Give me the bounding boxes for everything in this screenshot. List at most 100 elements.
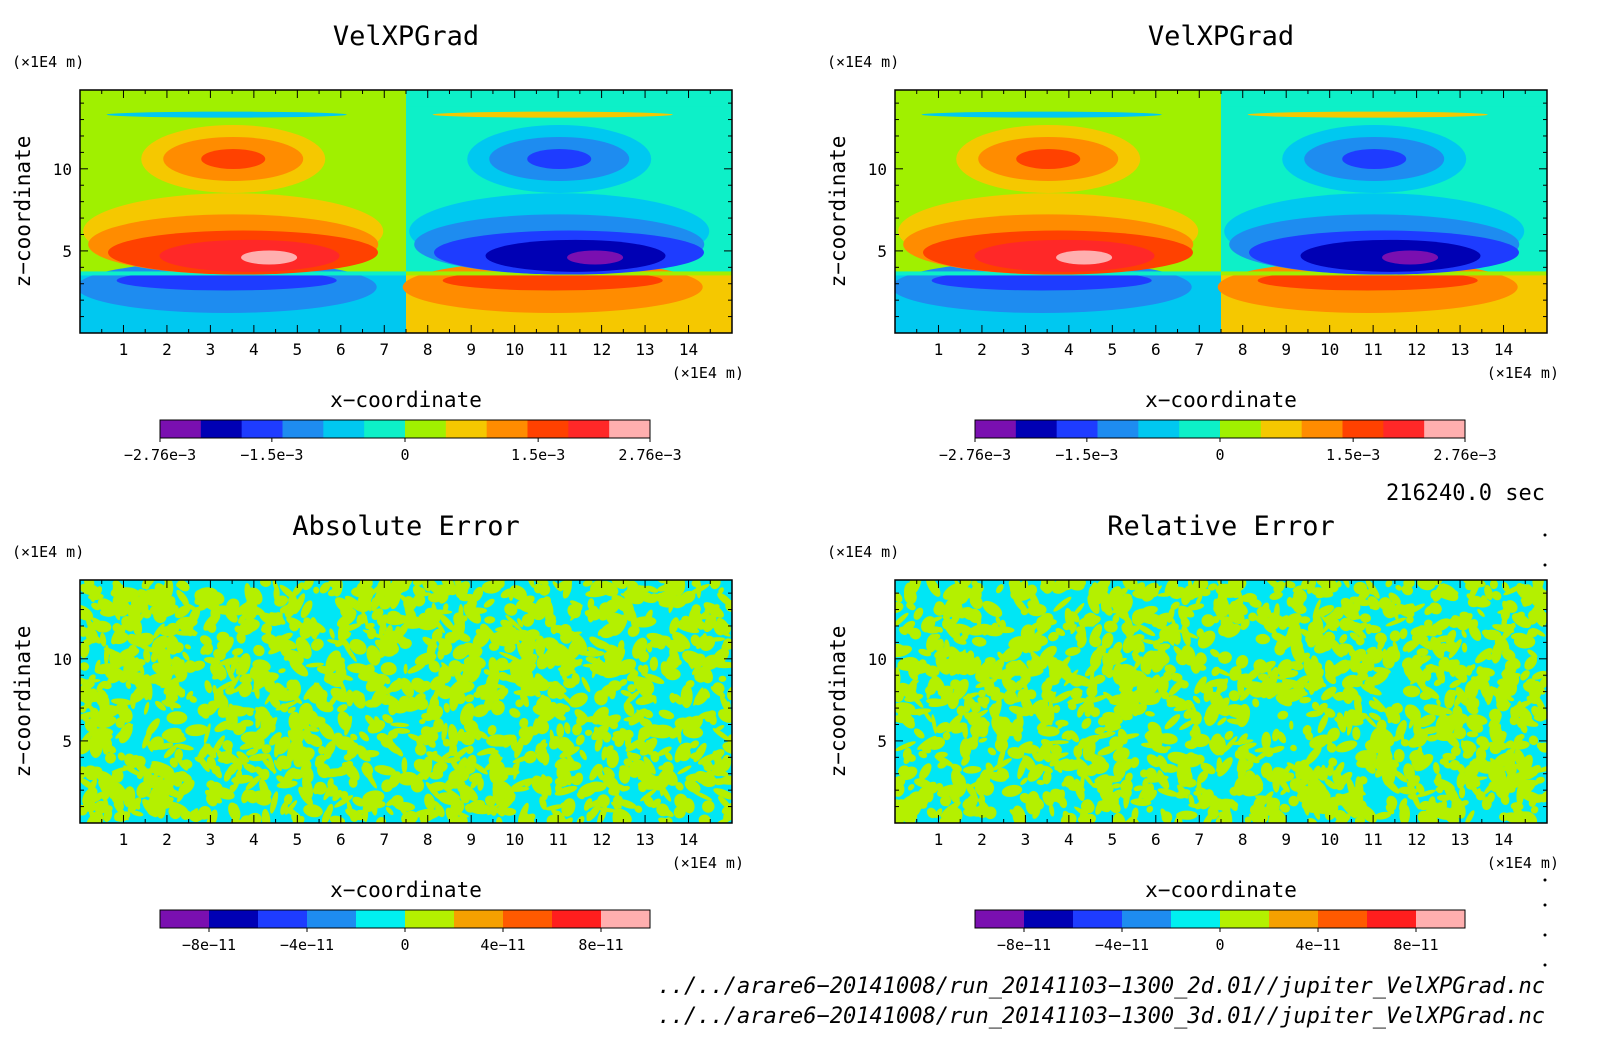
noise-patch (465, 788, 472, 796)
noise-patch (1403, 763, 1415, 781)
noise-patch (583, 798, 593, 811)
noise-patch (443, 776, 459, 791)
noise-patch (1391, 702, 1403, 714)
noise-patch (1272, 770, 1280, 793)
noise-patch (1001, 652, 1012, 663)
noise-patch (567, 604, 581, 619)
noise-patch (964, 712, 973, 719)
noise-patch (1319, 580, 1339, 593)
noise-patch (1323, 609, 1344, 621)
noise-patch (291, 582, 304, 597)
noise-patch (634, 805, 643, 813)
noise-patch (1521, 595, 1533, 607)
noise-patch (82, 717, 90, 722)
noise-patch (203, 723, 211, 744)
noise-patch (691, 580, 701, 588)
noise-patch (376, 618, 386, 628)
noise-patch (1527, 649, 1538, 658)
noise-patch (1389, 630, 1401, 642)
noise-patch (1065, 647, 1081, 656)
colorbar-swatch (1179, 420, 1221, 438)
colorbar-swatch (454, 910, 504, 928)
colorbar-swatch (1097, 420, 1139, 438)
noise-patch (944, 639, 950, 657)
noise-patch (1112, 663, 1125, 685)
noise-patch (611, 594, 632, 613)
noise-patch (519, 813, 536, 823)
noise-patch (1334, 813, 1351, 823)
noise-patch (1520, 670, 1530, 681)
noise-patch (1073, 603, 1085, 617)
noise-patch (252, 659, 271, 672)
noise-patch (484, 695, 496, 702)
x-tick-label: 10 (1320, 830, 1339, 849)
noise-patch (561, 798, 576, 817)
chart-title: Relative Error (1107, 511, 1335, 542)
noise-patch (403, 663, 408, 675)
colorbar-tick-label: −1.5e−3 (1055, 446, 1118, 464)
noise-patch (1248, 612, 1258, 622)
noise-patch (895, 781, 905, 797)
noise-patch (960, 580, 972, 588)
colorbar-swatch (1220, 420, 1262, 438)
noise-patch (681, 623, 701, 631)
noise-patch (1366, 646, 1377, 654)
y-unit-label: (×1E4 m) (827, 53, 899, 71)
noise-patch (1352, 726, 1361, 741)
noise-patch (1140, 769, 1148, 778)
noise-patch (1327, 727, 1340, 742)
noise-patch (270, 791, 279, 814)
y-unit-label: (×1E4 m) (12, 543, 84, 561)
noise-patch (1403, 604, 1416, 609)
noise-patch (115, 717, 125, 728)
noise-patch (1307, 817, 1318, 823)
colorbar-tick-label: 1.5e−3 (511, 446, 565, 464)
noise-patch (1149, 730, 1161, 745)
noise-patch (1237, 742, 1257, 751)
noise-patch (490, 631, 510, 646)
noise-patch (94, 663, 117, 675)
noise-patch (303, 682, 320, 700)
noise-patch (1348, 792, 1364, 806)
noise-patch (1496, 698, 1510, 712)
noise-patch (245, 775, 261, 791)
noise-patch (246, 709, 254, 717)
noise-patch (1317, 786, 1331, 803)
x-tick-label: 12 (592, 340, 611, 359)
noise-patch (80, 662, 90, 671)
noise-patch (1101, 632, 1114, 649)
noise-patch (1354, 697, 1363, 716)
x-tick-label: 13 (635, 340, 654, 359)
x-tick-label: 8 (1238, 340, 1248, 359)
noise-patch (978, 737, 988, 743)
colorbar-tick-label: 1.5e−3 (1326, 446, 1380, 464)
noise-patch (1144, 711, 1155, 717)
colorbar-tick-label: −2.76e−3 (939, 446, 1011, 464)
noise-patch (1341, 674, 1359, 689)
colorbar-swatch (1301, 420, 1343, 438)
noise-patch (987, 747, 997, 756)
noise-patch (169, 678, 180, 697)
noise-patch (261, 809, 271, 823)
noise-patch (1282, 690, 1292, 700)
noise-patch (199, 635, 212, 646)
colorbar-swatch (307, 910, 357, 928)
noise-patch (1414, 672, 1427, 693)
noise-patch (1030, 651, 1044, 670)
colorbar-tick-label: 8e−11 (578, 936, 623, 954)
noise-patch (1467, 595, 1482, 608)
noise-patch (632, 637, 648, 659)
noise-patch (173, 731, 185, 742)
x-tick-label: 7 (1194, 340, 1204, 359)
noise-patch (1005, 660, 1021, 671)
x-tick-label: 8 (1238, 830, 1248, 849)
noise-patch (1428, 796, 1436, 810)
field-contour (241, 250, 298, 265)
noise-patch (305, 662, 324, 668)
noise-patch (1314, 641, 1329, 654)
noise-patch (1502, 622, 1516, 640)
noise-patch (1398, 724, 1405, 743)
noise-patch (1016, 711, 1024, 728)
noise-patch (442, 603, 449, 612)
noise-patch (1062, 810, 1074, 823)
